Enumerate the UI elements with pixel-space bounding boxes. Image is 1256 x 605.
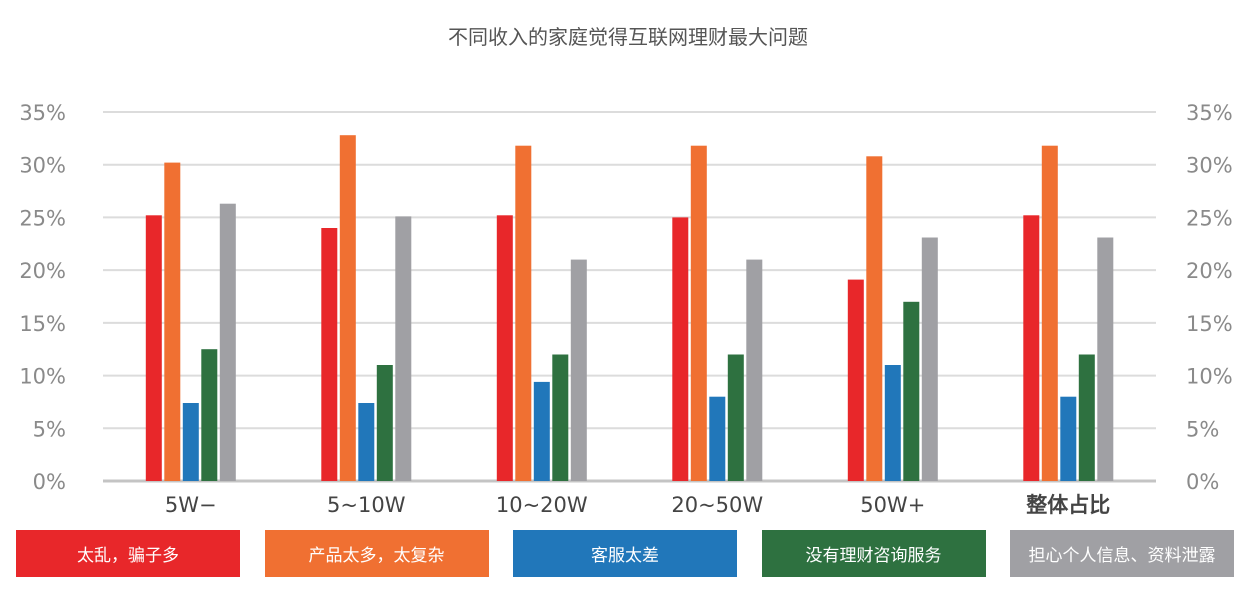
y-tick-label-left: 10%: [19, 365, 66, 389]
y-tick-label-right: 10%: [1186, 365, 1233, 389]
bar: [1041, 145, 1058, 481]
x-category-label: 整体占比: [1026, 493, 1110, 517]
x-category-label: 20~50W: [671, 493, 763, 517]
y-tick-label-left: 30%: [19, 154, 66, 178]
x-category-label: 10~20W: [496, 493, 588, 517]
bar: [376, 365, 393, 481]
y-tick-label-right: 30%: [1186, 154, 1233, 178]
bar: [164, 162, 181, 481]
bar: [847, 279, 864, 481]
legend-label: 担心个人信息、资料泄露: [1028, 546, 1216, 566]
legend-label: 太乱，骗子多: [77, 546, 179, 566]
bar: [746, 259, 763, 481]
bar: [921, 237, 938, 481]
bar: [1023, 215, 1040, 482]
y-tick-label-left: 5%: [33, 417, 66, 441]
y-tick-label-left: 35%: [19, 101, 66, 125]
bar: [533, 381, 550, 481]
bar: [1097, 237, 1114, 481]
bar: [552, 354, 569, 481]
x-category-label: 5W−: [165, 493, 217, 517]
legend-item: 客服太差: [513, 530, 737, 577]
x-category-label: 50W+: [860, 493, 925, 517]
bar: [1060, 396, 1077, 481]
y-tick-label-right: 15%: [1186, 312, 1233, 336]
chart-title: 不同收入的家庭觉得互联网理财最大问题: [448, 25, 808, 49]
bars: [145, 135, 1114, 482]
y-tick-label-right: 25%: [1186, 206, 1233, 230]
bar: [358, 403, 375, 481]
x-axis-categories: 5W− 5~10W 10~20W 20~50W 50W+ 整体占比: [165, 493, 1110, 517]
bar: [1078, 354, 1095, 481]
bar: [570, 259, 587, 481]
bar: [496, 215, 513, 482]
bar: [219, 203, 236, 481]
gridlines: [103, 111, 1156, 483]
y-tick-label-left: 15%: [19, 312, 66, 336]
y-tick-label-right: 5%: [1186, 417, 1219, 441]
bar: [709, 396, 726, 481]
legend-item: 产品太多，太复杂: [264, 530, 489, 577]
bar: [339, 135, 356, 481]
bar: [201, 349, 218, 481]
bar: [690, 145, 707, 481]
bar: [395, 216, 412, 481]
legend-label: 没有理财咨询服务: [805, 546, 942, 566]
bar: [321, 228, 338, 481]
legend-label: 产品太多，太复杂: [308, 546, 445, 566]
bar: [866, 156, 883, 482]
bar: [727, 354, 744, 481]
y-tick-label-left: 25%: [19, 206, 66, 230]
legend-item: 担心个人信息、资料泄露: [1010, 530, 1234, 577]
y-axis-left: 0% 5% 10% 15% 20% 25% 30% 35%: [19, 101, 66, 494]
bar: [903, 301, 920, 481]
bar: [145, 215, 162, 482]
legend: 太乱，骗子多 产品太多，太复杂 客服太差 没有理财咨询服务 担心个人信息、资料泄露: [0, 530, 1256, 578]
bar-chart: 不同收入的家庭觉得互联网理财最大问题 0% 5% 10% 15% 20% 25% 30% 35…: [19, 25, 1233, 517]
bar: [884, 365, 901, 481]
y-tick-label-left: 20%: [19, 259, 66, 283]
bar: [672, 217, 689, 481]
y-tick-label-right: 35%: [1186, 101, 1233, 125]
legend-label: 客服太差: [591, 546, 659, 566]
bar: [515, 145, 532, 481]
x-category-label: 5~10W: [327, 493, 406, 517]
y-axis-right: 0% 5% 10% 15% 20% 25% 30% 35%: [1186, 101, 1233, 494]
bar: [182, 403, 199, 481]
y-tick-label-right: 0%: [1186, 470, 1219, 494]
y-tick-label-right: 20%: [1186, 259, 1233, 283]
legend-item: 太乱，骗子多: [16, 530, 240, 577]
y-tick-label-left: 0%: [33, 470, 66, 494]
legend-item: 没有理财咨询服务: [761, 530, 986, 577]
